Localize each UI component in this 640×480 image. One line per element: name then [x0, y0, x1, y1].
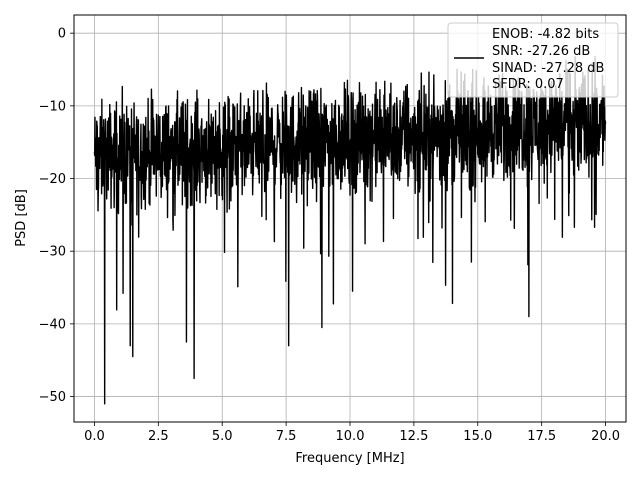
psd-line — [93, 55, 607, 405]
x-tick-label: 0.0 — [84, 429, 105, 444]
legend-sinad: SINAD: -27.28 dB — [492, 61, 604, 76]
legend-sfdr: SFDR: 0.07 — [492, 77, 564, 92]
y-tick-label: −10 — [39, 99, 66, 114]
y-tick-label: −50 — [39, 390, 66, 405]
y-tick-label: −40 — [39, 317, 66, 332]
x-tick-label: 10.0 — [336, 429, 365, 444]
x-axis-ticks: 0.0 2.5 5.0 7.5 10.0 12.5 15.0 17.5 20.0 — [84, 422, 620, 444]
x-tick-label: 5.0 — [212, 429, 233, 444]
legend-box — [447, 22, 619, 98]
x-tick-label: 2.5 — [148, 429, 169, 444]
x-tick-label: 15.0 — [463, 429, 492, 444]
x-tick-label: 17.5 — [527, 429, 556, 444]
x-tick-label: 12.5 — [399, 429, 428, 444]
y-tick-label: 0 — [58, 27, 66, 42]
y-axis-ticks: 0 −10 −20 −30 −40 −50 — [39, 27, 74, 405]
x-tick-label: 7.5 — [276, 429, 297, 444]
x-axis-label: Frequency [MHz] — [295, 451, 404, 466]
x-tick-label: 20.0 — [591, 429, 620, 444]
legend: ENOB: -4.82 bits SNR: -27.26 dB SINAD: -… — [447, 22, 619, 98]
y-tick-label: −30 — [39, 245, 66, 260]
psd-series — [93, 55, 607, 405]
legend-snr: SNR: -27.26 dB — [492, 44, 590, 59]
y-axis-label: PSD [dB] — [14, 189, 29, 247]
y-tick-label: −20 — [39, 172, 66, 187]
legend-enob: ENOB: -4.82 bits — [492, 27, 599, 42]
